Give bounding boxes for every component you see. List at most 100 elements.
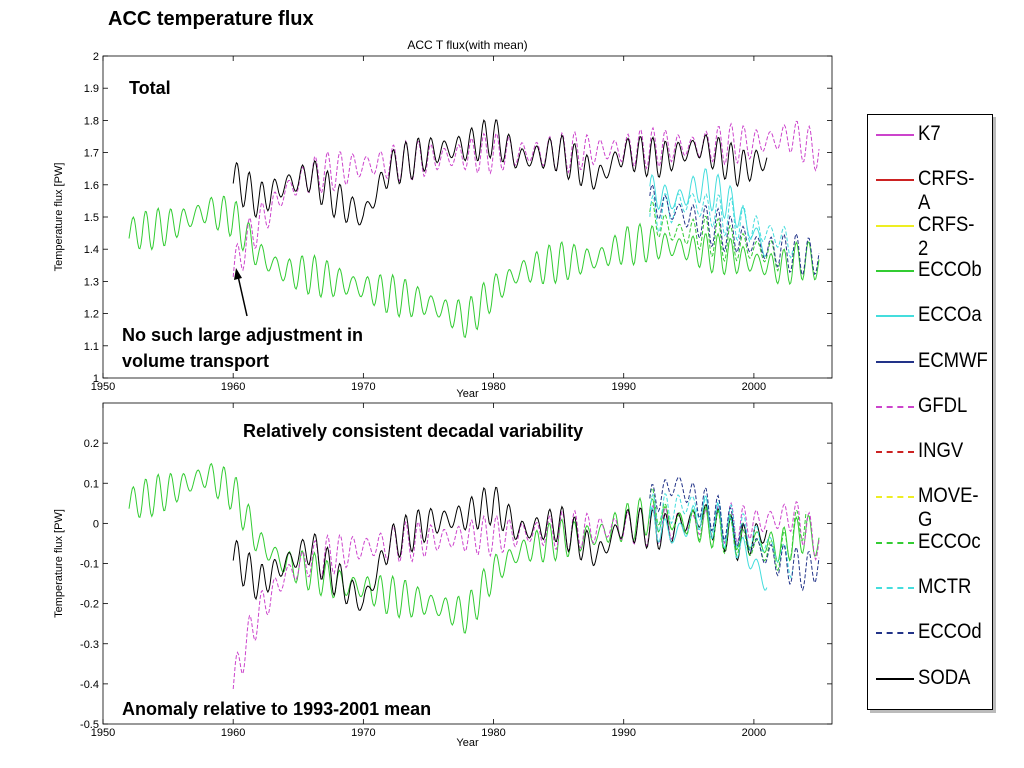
note-decadal: Relatively consistent decadal variabilit… — [243, 421, 584, 441]
y-tick-label: -0.4 — [80, 679, 99, 691]
x-axis-label: Year — [456, 388, 479, 400]
legend-item-eccoa: ECCOa — [868, 300, 992, 330]
series-line-soda — [232, 486, 768, 611]
x-tick-label: 1950 — [91, 727, 115, 739]
legend-label: MOVE-G — [918, 484, 979, 532]
series-line-eccob — [128, 462, 820, 634]
x-tick-label: 1970 — [351, 727, 375, 739]
legend-label: K7 — [918, 122, 941, 145]
series-line-eccod — [649, 476, 820, 592]
legend-label: SODA — [918, 665, 971, 689]
legend-label: CRFS-A — [918, 167, 975, 215]
legend-swatch — [876, 315, 914, 318]
series-line-eccod — [649, 183, 820, 277]
x-tick-label: 1950 — [91, 381, 115, 393]
y-tick-label: 1.5 — [84, 212, 99, 224]
y-tick-label: 0.2 — [84, 438, 99, 450]
x-tick-label: 1990 — [611, 727, 635, 739]
slide-title: ACC temperature flux — [108, 8, 314, 30]
legend-swatch — [876, 496, 914, 499]
legend-label: MCTR — [918, 575, 972, 598]
y-tick-label: 1.4 — [84, 244, 99, 256]
legend-label: GFDL — [918, 393, 968, 417]
legend-swatch — [876, 269, 914, 272]
legend-label: ECCOb — [918, 257, 982, 281]
y-tick-label: 1.6 — [84, 180, 99, 192]
note-adjustment: No such large adjustment in volume trans… — [122, 322, 363, 374]
y-tick-label: 1.8 — [84, 115, 99, 127]
y-tick-label: 0 — [93, 518, 99, 530]
x-tick-label: 1970 — [351, 381, 375, 393]
legend-swatch — [876, 134, 914, 136]
y-tick-label: 1.1 — [84, 341, 99, 353]
legend-swatch — [876, 360, 914, 363]
note-adjustment-line1: No such large adjustment in — [122, 325, 364, 345]
chart-legend: K7 CRFS-A CRFS-2 ECCOb ECCOa ECMWF GFDL INGV MOV… — [867, 114, 993, 710]
legend-item-eccoc: ECCOc — [868, 527, 992, 557]
y-axis-label: Temperature flux [PW] — [53, 163, 65, 272]
legend-item-crfs-2: CRFS-2 — [868, 210, 992, 260]
x-tick-label: 2000 — [742, 381, 766, 393]
chart-panel-2: -0.5 -0.4 -0.3 -0.2 -0.1 0 0.1 0.2 1950 1960 1970 1… — [53, 402, 833, 749]
y-tick-label: -0.5 — [80, 719, 99, 731]
y-tick-label: 1.9 — [84, 83, 99, 95]
series-line-soda — [232, 119, 768, 226]
legend-swatch — [876, 224, 914, 227]
series-line-eccoc — [649, 486, 807, 572]
legend-swatch — [876, 677, 914, 680]
x-tick-label: 1960 — [221, 727, 245, 739]
legend-item-soda: SODA — [868, 663, 992, 693]
legend-item-mctr: MCTR — [868, 572, 992, 602]
y-tick-label: 1 — [93, 373, 99, 385]
legend-swatch — [876, 587, 914, 589]
legend-swatch — [876, 179, 914, 182]
legend-label: ECCOd — [918, 620, 982, 644]
legend-item-move-g: MOVE-G — [868, 481, 992, 531]
legend-item-crfs-a: CRFS-A — [868, 164, 992, 214]
plot-area — [102, 402, 833, 725]
series-line-eccoc — [649, 200, 781, 272]
y-tick-label: -0.3 — [80, 639, 99, 651]
legend-swatch — [876, 632, 914, 635]
legend-label: ECCOa — [918, 303, 982, 327]
note-anomaly: Anomaly relative to 1993-2001 mean — [122, 699, 432, 719]
legend-item-ingv: INGV — [868, 436, 992, 466]
legend-item-eccod: ECCOd — [868, 617, 992, 647]
y-tick-label: 1.2 — [84, 309, 99, 321]
legend-label: ECCOc — [918, 529, 981, 553]
y-tick-label: -0.2 — [80, 599, 99, 611]
legend-item-eccob: ECCOb — [868, 255, 992, 285]
chart-panel-1: 1 1.1 1.2 1.3 1.4 1.5 1.6 1.7 1.8 1.9 2 1950 1960 197… — [53, 38, 833, 400]
chart-title: ACC T flux(with mean) — [407, 38, 527, 52]
legend-label: CRFS-2 — [918, 212, 975, 260]
series-line-eccoa — [649, 495, 768, 591]
legend-swatch — [876, 541, 914, 544]
x-tick-label: 1980 — [481, 727, 505, 739]
note-adjustment-line2: volume transport — [122, 351, 270, 371]
legend-item-gfdl: GFDL — [868, 391, 992, 421]
legend-swatch — [876, 405, 914, 408]
annotation-arrow-line — [237, 275, 248, 317]
note-total: Total — [129, 78, 171, 98]
x-tick-label: 1990 — [611, 381, 635, 393]
y-tick-label: 0.1 — [84, 478, 99, 490]
series-line-mctr — [649, 192, 794, 259]
x-tick-label: 1960 — [221, 381, 245, 393]
legend-item-ecmwf: ECMWF — [868, 346, 992, 376]
x-tick-label: 2000 — [742, 727, 766, 739]
x-tick-label: 1980 — [481, 381, 505, 393]
y-tick-label: 1.7 — [84, 148, 99, 160]
legend-label: ECMWF — [918, 348, 988, 372]
x-axis-label: Year — [456, 737, 479, 749]
y-axis-label: Temperature flux [PW] — [53, 509, 65, 618]
legend-label: INGV — [918, 439, 964, 463]
series-line-gfdl — [232, 120, 820, 277]
y-tick-label: 1.3 — [84, 276, 99, 288]
annotation-arrow-head — [234, 268, 242, 280]
y-tick-label: -0.1 — [80, 559, 99, 571]
series-line-mctr — [649, 492, 794, 579]
y-tick-label: 2 — [93, 51, 99, 63]
series-line-eccob — [128, 195, 820, 339]
legend-item-k7: K7 — [868, 119, 992, 149]
